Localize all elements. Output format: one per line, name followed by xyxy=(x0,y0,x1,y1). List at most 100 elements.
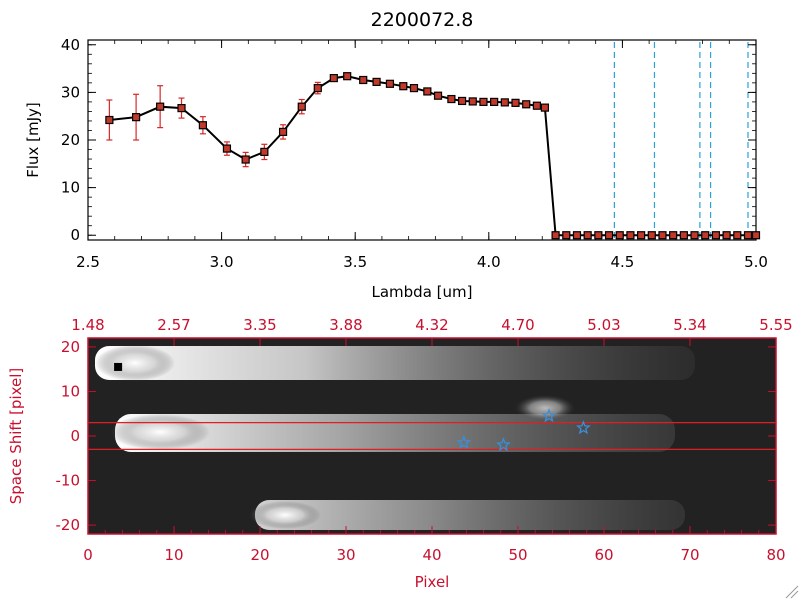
aperture-lines xyxy=(88,422,776,450)
data-point xyxy=(511,98,520,107)
data-point xyxy=(156,102,165,111)
bottom-x-tick-label: 50 xyxy=(508,546,527,564)
bottom-y-tick-label: 20 xyxy=(61,338,80,356)
data-point xyxy=(297,102,306,111)
top-y-tick-label: 0 xyxy=(70,226,80,244)
bottom-y-axis-label: Space Shift [pixel] xyxy=(7,368,25,505)
data-point xyxy=(468,97,477,106)
top-y-axis-label: Flux [mJy] xyxy=(24,102,42,178)
data-point xyxy=(722,231,731,240)
data-point xyxy=(385,79,395,88)
data-point xyxy=(399,82,408,91)
data-point xyxy=(701,231,710,240)
data-point xyxy=(313,83,322,93)
data-point xyxy=(658,231,667,240)
wavelength-tick-label: 4.32 xyxy=(415,316,448,334)
data-point xyxy=(626,231,635,240)
bottom-x-tick-label: 0 xyxy=(83,546,93,564)
data-point xyxy=(690,231,699,240)
data-point xyxy=(177,103,186,113)
data-point xyxy=(372,77,381,87)
data-point xyxy=(679,231,688,240)
bottom-y-tick-label: -20 xyxy=(56,516,81,534)
lower-trace-core xyxy=(249,501,321,529)
top-x-tick-label: 3.5 xyxy=(343,253,367,271)
middle-secondary-blob xyxy=(515,395,575,421)
data-point xyxy=(423,87,432,96)
top-x-tick-label: 4.0 xyxy=(477,253,501,271)
top-x-axis-label: Lambda [um] xyxy=(372,283,473,301)
top-axis-ticks: 2.5 3.0 3.5 4.0 4.5 5.0 0 10 20 30 40 xyxy=(61,36,768,271)
wavelength-tick-label: 1.48 xyxy=(71,316,104,334)
upper-trace xyxy=(95,346,695,380)
bottom-x-tick-label: 20 xyxy=(250,546,269,564)
data-point xyxy=(669,231,678,240)
data-point xyxy=(711,231,721,240)
wavelength-tick-label: 5.03 xyxy=(587,316,620,334)
top-y-tick-label: 20 xyxy=(61,131,80,149)
data-point xyxy=(733,231,742,240)
resize-grip-icon[interactable] xyxy=(785,585,799,599)
chart-title: 2200072.8 xyxy=(371,9,474,31)
top-x-tick-label: 3.0 xyxy=(210,253,234,271)
source-marker xyxy=(114,362,123,371)
bottom-x-axis-label: Pixel xyxy=(415,573,450,591)
top-plot-area: 2.5 3.0 3.5 4.0 4.5 5.0 0 10 20 30 40 xyxy=(61,36,768,271)
data-point xyxy=(222,144,232,153)
data-point xyxy=(479,97,488,107)
top-y-tick-label: 40 xyxy=(61,36,80,54)
flux-line xyxy=(109,75,756,237)
data-point xyxy=(551,231,560,240)
lower-trace xyxy=(255,500,685,530)
error-bars xyxy=(106,73,548,168)
data-point xyxy=(359,75,368,85)
top-x-tick-label: 2.5 xyxy=(76,253,100,271)
wavelength-tick-label: 5.34 xyxy=(673,316,706,334)
top-y-tick-label: 30 xyxy=(61,83,80,101)
data-point xyxy=(637,231,646,240)
data-point xyxy=(743,231,753,240)
data-point xyxy=(278,127,288,137)
data-point xyxy=(490,97,499,107)
data-point xyxy=(647,231,656,240)
bottom-y-tick-label: 0 xyxy=(70,427,80,445)
data-point xyxy=(131,113,141,122)
data-point xyxy=(604,231,614,240)
bottom-x-tick-label: 10 xyxy=(164,546,183,564)
flux-markers xyxy=(105,72,761,240)
top-axes-frame xyxy=(87,39,757,241)
star-markers xyxy=(456,408,591,452)
middle-trace-core xyxy=(110,414,210,450)
data-point xyxy=(260,147,269,157)
data-point xyxy=(105,115,114,125)
bottom-x-tick-label: 30 xyxy=(336,546,355,564)
wavelength-tick-label: 2.57 xyxy=(157,316,190,334)
data-point xyxy=(198,121,207,130)
data-point xyxy=(540,103,550,112)
vertical-reference-lines xyxy=(613,42,749,238)
star-icon xyxy=(456,434,472,449)
star-icon xyxy=(576,420,591,435)
bottom-x-tick-label: 40 xyxy=(422,546,441,564)
bottom-x-tick-label: 80 xyxy=(766,546,785,564)
data-point xyxy=(241,155,250,164)
wavelength-tick-label: 5.55 xyxy=(759,316,792,334)
data-point xyxy=(594,231,603,240)
data-point xyxy=(562,231,571,240)
star-icon xyxy=(541,408,557,423)
bottom-axis-ticks: 0 1.48 10 2.57 20 3.35 30 3.88 40 4.32 50 4.70 60 5.0… xyxy=(56,316,793,564)
data-point xyxy=(532,101,541,110)
data-point xyxy=(500,98,509,107)
wavelength-tick-label: 4.70 xyxy=(501,316,534,334)
upper-trace-core xyxy=(95,345,175,381)
middle-trace xyxy=(115,414,675,452)
data-point xyxy=(433,91,443,100)
bottom-x-tick-label: 70 xyxy=(680,546,699,564)
data-point xyxy=(329,73,338,83)
top-x-tick-label: 5.0 xyxy=(744,253,768,271)
wavelength-tick-label: 3.35 xyxy=(243,316,276,334)
data-point xyxy=(583,231,592,240)
data-point xyxy=(522,100,531,109)
star-icon xyxy=(496,437,511,452)
